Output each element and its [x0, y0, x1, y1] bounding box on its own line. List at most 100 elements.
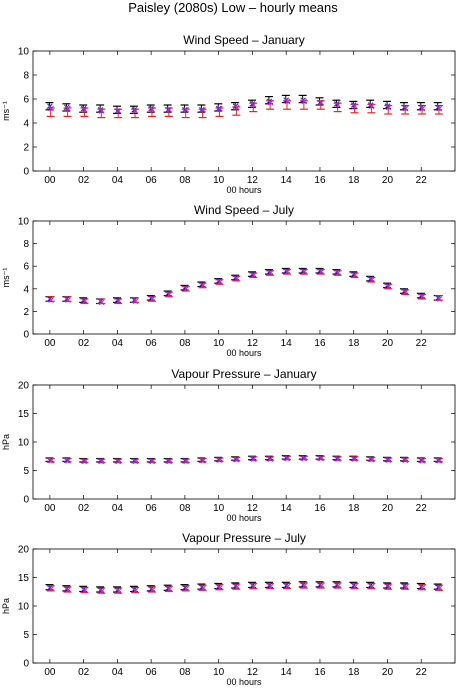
data-point	[182, 107, 188, 113]
data-point	[318, 455, 324, 462]
x-tick-label: 22	[416, 338, 428, 349]
data-point	[217, 584, 223, 591]
data-point	[65, 587, 71, 593]
data-point	[65, 297, 71, 303]
y-tick-label: 2	[23, 143, 29, 154]
data-point	[166, 458, 173, 465]
data-point	[233, 584, 240, 590]
x-tick-label: 20	[382, 503, 394, 514]
data-point	[301, 98, 308, 105]
series-3	[47, 267, 441, 305]
y-tick-label: 5	[23, 630, 29, 641]
data-point	[149, 587, 156, 593]
x-tick-label: 18	[348, 503, 360, 514]
data-point	[301, 583, 308, 589]
data-point	[98, 458, 105, 465]
x-tick-label: 10	[213, 175, 225, 186]
y-tick-label: 15	[18, 409, 30, 420]
data-point	[48, 458, 54, 464]
panel-title: Vapour Pressure – January	[171, 367, 316, 381]
data-point	[369, 276, 375, 283]
data-point	[385, 457, 392, 464]
data-point	[48, 297, 54, 303]
x-tick-label: 12	[247, 667, 259, 678]
x-tick-label: 20	[382, 667, 394, 678]
y-tick-label: 8	[23, 71, 29, 82]
data-point	[267, 99, 274, 106]
data-point	[436, 458, 443, 464]
y-tick-label: 10	[18, 602, 30, 613]
x-tick-label: 16	[314, 175, 326, 186]
data-point	[317, 99, 323, 106]
y-tick-label: 10	[18, 438, 30, 449]
data-point	[132, 587, 139, 594]
data-point	[183, 286, 189, 292]
y-tick-label: 0	[23, 330, 29, 341]
panel-3: Vapour Pressure – January 0 5 10 15 20 00 02 04 0…	[1, 367, 456, 523]
data-point	[267, 270, 274, 276]
plot-frame	[32, 384, 456, 500]
panel-title: Wind Speed – January	[183, 33, 304, 47]
plot-frame	[32, 220, 456, 335]
y-tick-label: 8	[23, 239, 29, 250]
x-tick-label: 20	[382, 338, 394, 349]
x-tick-label: 12	[247, 503, 259, 514]
data-point	[65, 105, 71, 112]
x-axis-label: 00 hours	[226, 185, 262, 195]
series-1	[45, 267, 442, 305]
data-point	[352, 583, 358, 590]
data-point	[166, 107, 173, 113]
x-tick-label: 08	[179, 338, 191, 349]
data-point	[318, 269, 324, 275]
data-point	[284, 269, 291, 275]
y-tick-label: 6	[23, 95, 29, 106]
data-point	[369, 456, 375, 463]
x-tick-label: 00	[44, 338, 56, 349]
data-point	[402, 584, 409, 590]
data-point	[183, 458, 189, 465]
x-axis-label: 00 hours	[226, 677, 262, 687]
x-tick-label: 02	[78, 503, 90, 514]
data-point	[436, 296, 443, 302]
data-point	[82, 107, 88, 113]
data-point	[419, 458, 426, 464]
data-point	[233, 456, 240, 463]
data-point	[301, 269, 308, 275]
series-4	[48, 269, 443, 306]
y-tick-label: 0	[23, 659, 29, 670]
data-point	[284, 455, 291, 462]
x-tick-label: 06	[146, 175, 158, 186]
x-axis-label: 00 hours	[226, 348, 262, 358]
series-3	[47, 455, 441, 464]
data-point	[335, 270, 341, 276]
plot-frame	[32, 50, 456, 172]
figure-title: Paisley (2080s) Low – hourly means	[128, 0, 338, 15]
data-point	[132, 298, 139, 305]
data-point	[352, 103, 358, 109]
y-axis-label: hPa	[1, 598, 11, 614]
data-point	[385, 104, 392, 111]
data-point	[335, 102, 341, 108]
series-4	[48, 455, 443, 465]
y-tick-label: 2	[23, 307, 29, 318]
data-point	[82, 587, 88, 594]
data-point	[318, 583, 324, 589]
x-tick-label: 00	[44, 667, 56, 678]
x-tick-label: 12	[247, 175, 259, 186]
data-point	[217, 279, 223, 285]
data-point	[98, 299, 105, 306]
y-tick-label: 6	[23, 262, 29, 273]
data-point	[166, 586, 173, 593]
x-tick-label: 14	[281, 338, 293, 349]
data-point	[352, 456, 358, 462]
data-point	[165, 107, 171, 113]
data-point	[149, 296, 156, 302]
data-point	[149, 107, 156, 113]
y-tick-label: 4	[23, 119, 29, 130]
data-point	[284, 98, 291, 105]
y-tick-label: 10	[18, 217, 30, 228]
x-tick-label: 16	[314, 667, 326, 678]
data-point	[199, 107, 205, 113]
